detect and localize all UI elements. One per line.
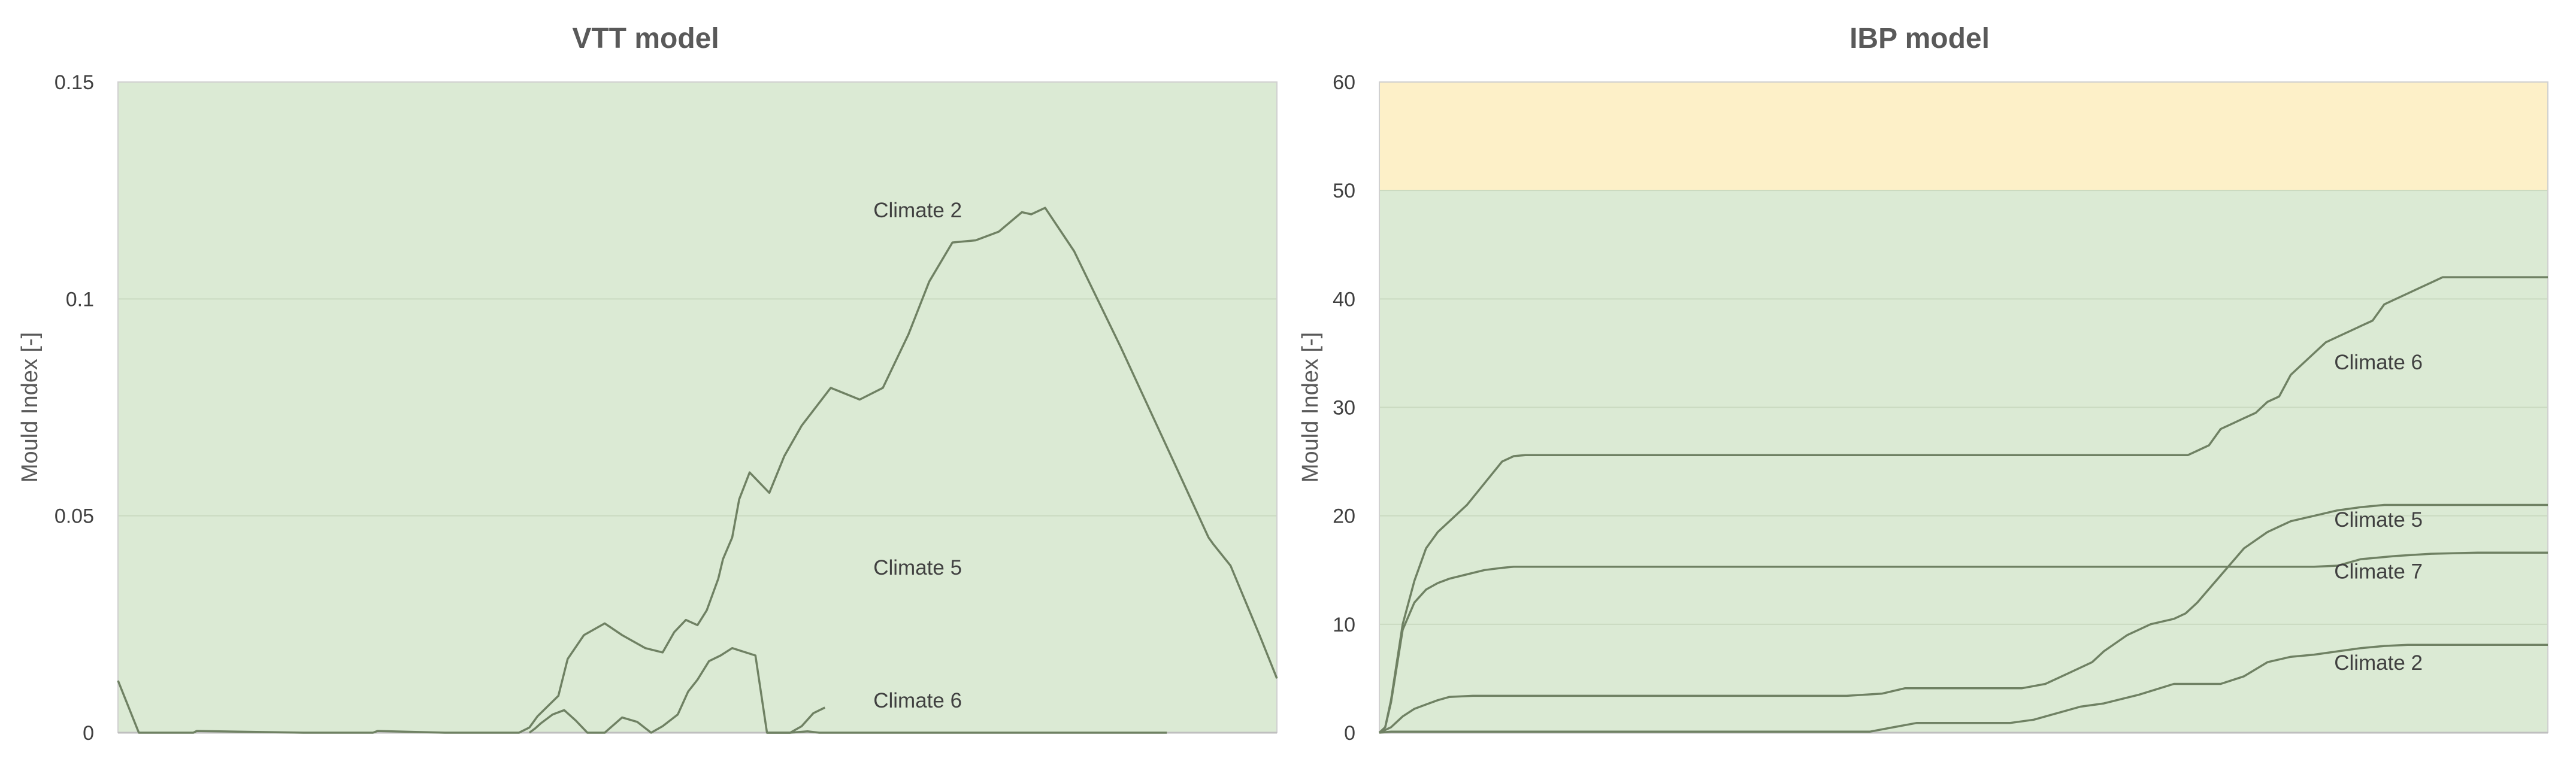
ibp-y-tick-label: 40 <box>1333 288 1355 311</box>
vtt-y-tick-label: 0 <box>83 722 94 745</box>
ibp-y-tick-label: 20 <box>1333 505 1355 528</box>
ibp-y-axis-label: Mould Index [-] <box>1298 332 1323 482</box>
ibp-zone-0 <box>1379 190 2548 733</box>
ibp-label-climate-6: Climate 6 <box>2334 351 2423 374</box>
vtt-y-axis-label: Mould Index [-] <box>17 332 43 482</box>
ibp-series-climate-2 <box>1379 644 2548 734</box>
vtt-y-tick-label: 0.15 <box>55 71 94 94</box>
vtt-y-tick-label: 0.05 <box>55 505 94 528</box>
ibp-label-climate-7: Climate 7 <box>2334 560 2423 584</box>
ibp-label-climate-2: Climate 2 <box>2334 651 2423 675</box>
ibp-label-climate-5: Climate 5 <box>2334 508 2423 532</box>
ibp-y-tick-label: 60 <box>1333 71 1355 94</box>
vtt-series-climate-6 <box>767 730 1167 734</box>
ibp-y-tick-label: 10 <box>1333 614 1355 636</box>
vtt-label-climate-2: Climate 2 <box>873 199 962 222</box>
ibp-zone-1 <box>1379 82 2548 191</box>
chart-vtt-model: 0 0.05 0.1 0.15 Climate 2 Climate 5 Climate 6 V… <box>17 23 1278 745</box>
ibp-series-climate-5 <box>1379 503 2548 734</box>
ibp-y-tick-label: 30 <box>1333 397 1355 420</box>
ibp-chart-title: IBP model <box>1849 23 1990 54</box>
vtt-y-tick-label: 0.1 <box>66 288 94 311</box>
ibp-series-climate-7 <box>1378 551 2548 734</box>
vtt-chart-title: VTT model <box>572 23 719 54</box>
vtt-label-climate-6: Climate 6 <box>873 689 962 712</box>
vtt-plot-background <box>118 82 1277 733</box>
ibp-series-climate-6 <box>1378 276 2548 734</box>
vtt-label-climate-5: Climate 5 <box>873 556 962 579</box>
ibp-y-tick-label: 50 <box>1333 180 1355 202</box>
ibp-y-tick-label: 0 <box>1344 722 1355 745</box>
chart-ibp-model: 0 10 20 30 40 50 60 Climate 6 Climate 5 Climate 7… <box>1298 23 2548 745</box>
vtt-series-climate-2 <box>117 207 1278 734</box>
